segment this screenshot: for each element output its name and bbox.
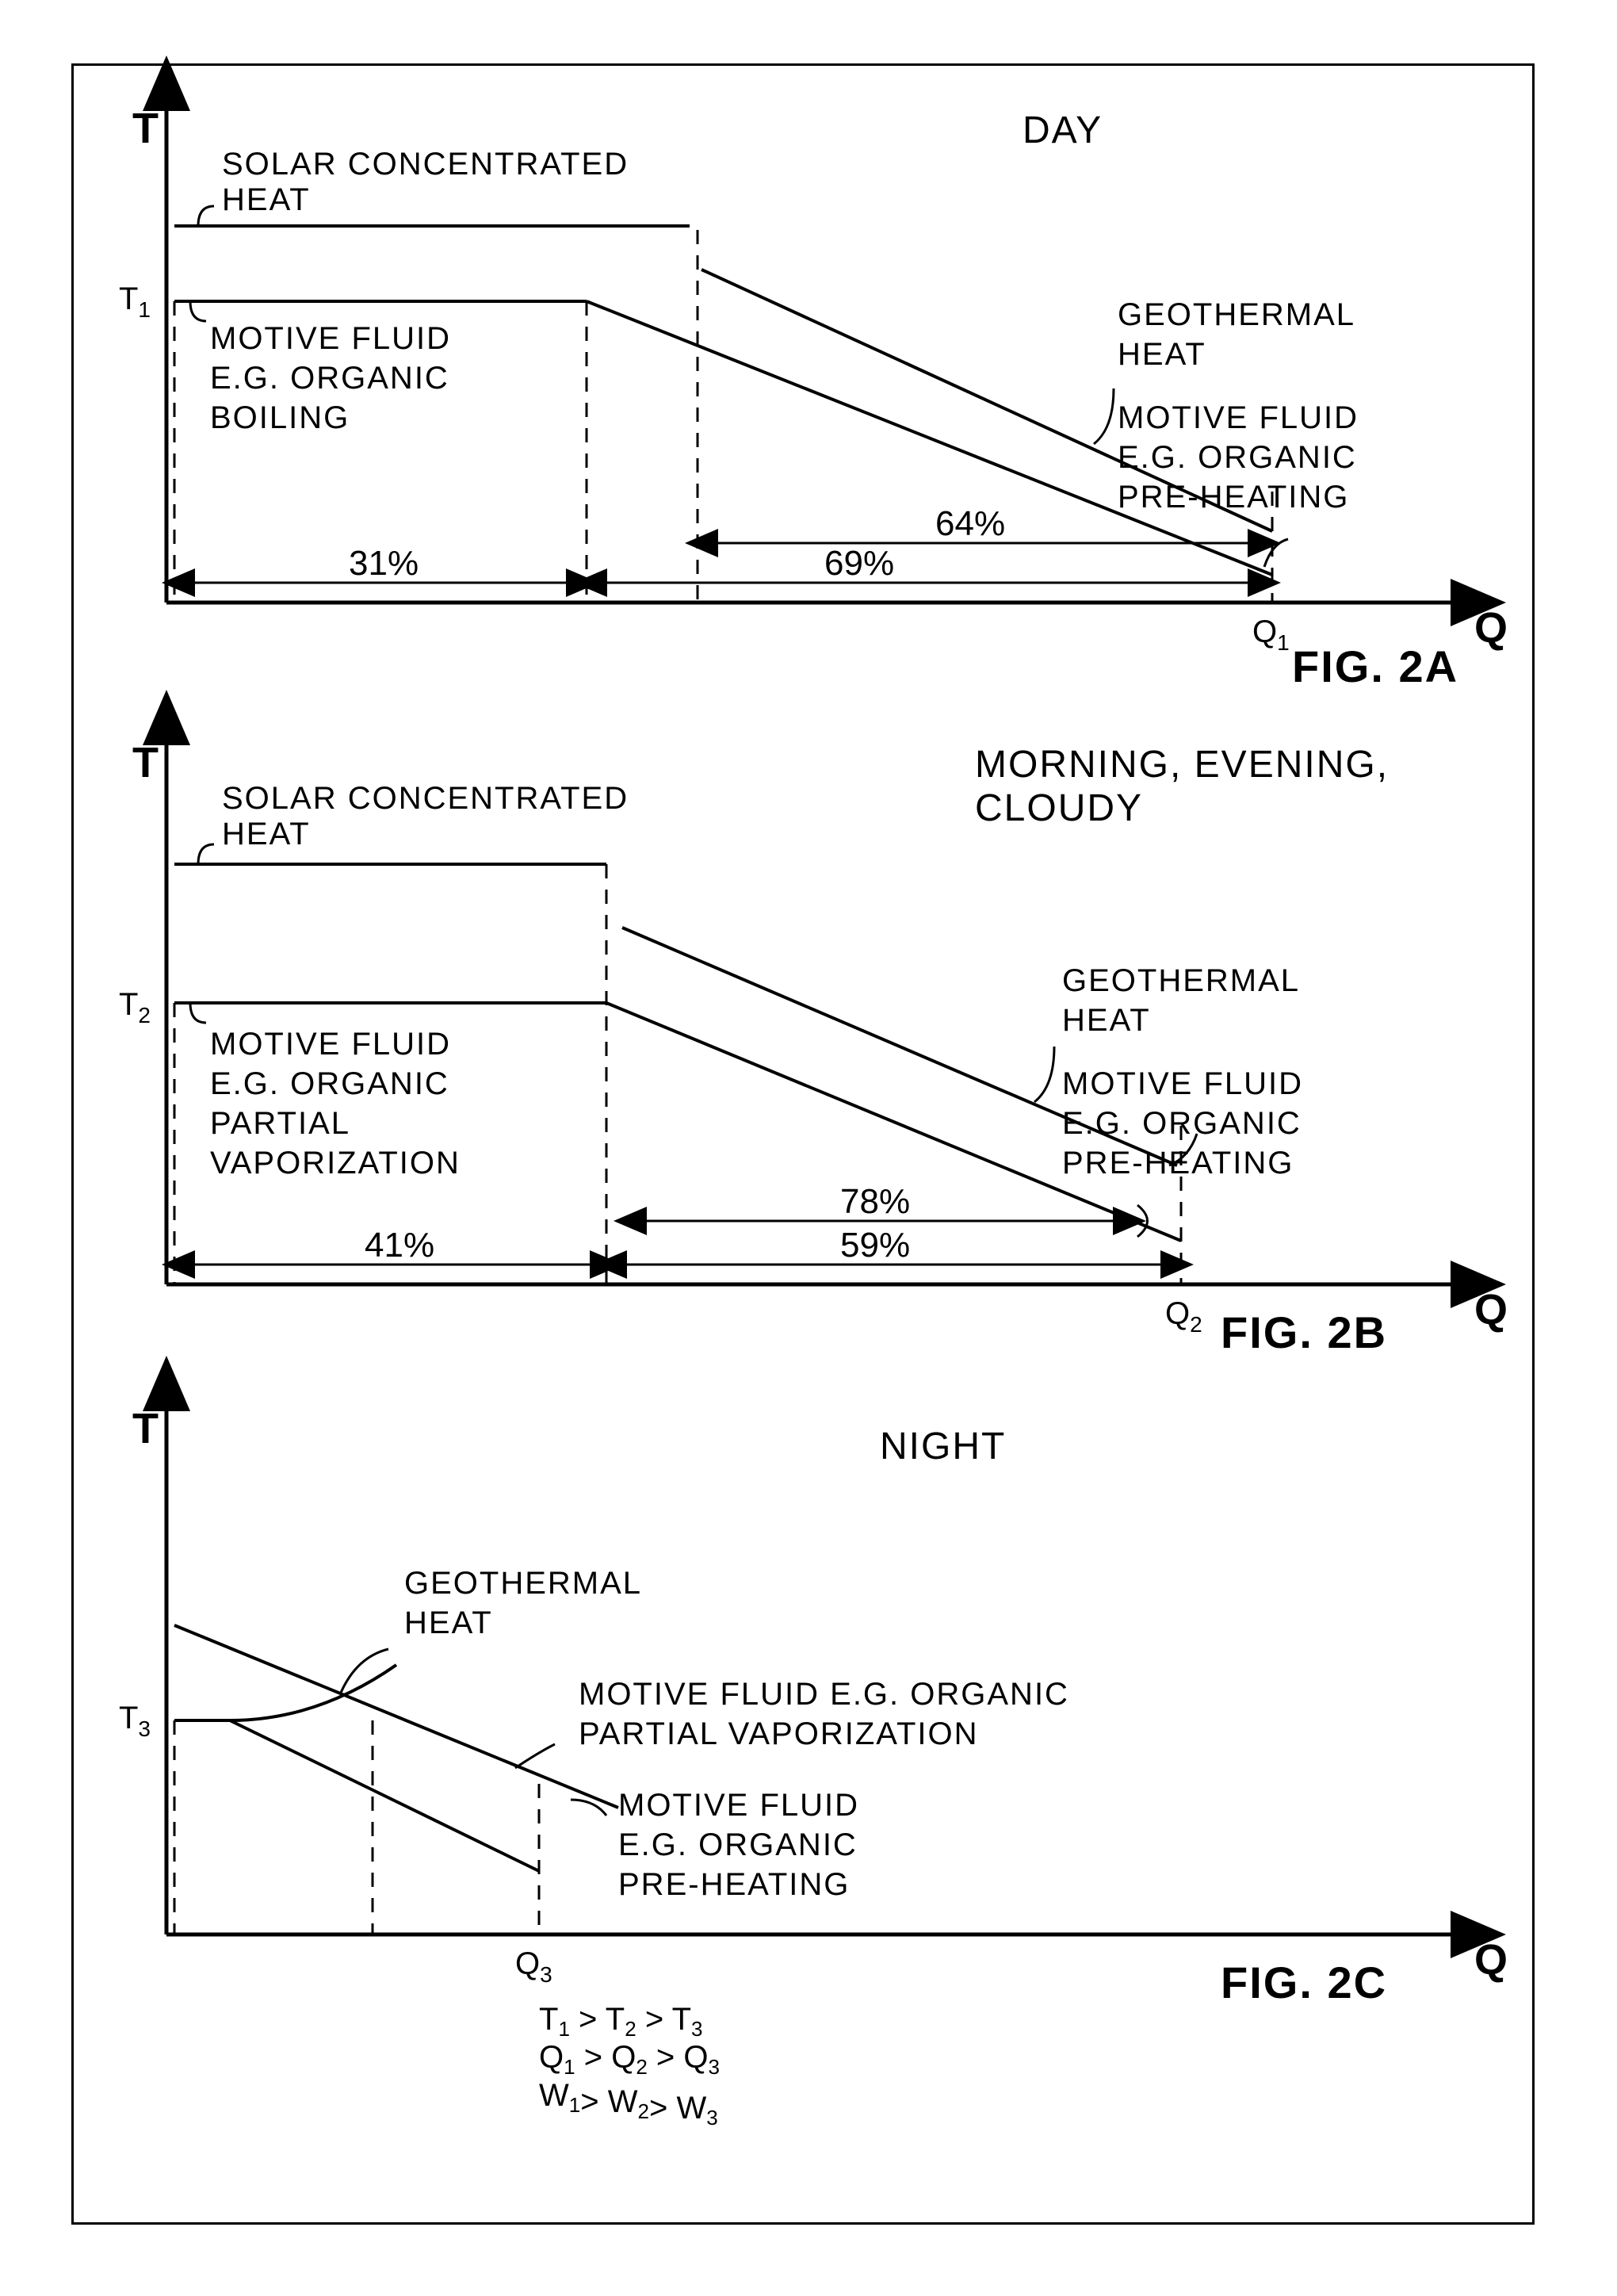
outer-border	[71, 63, 1535, 2225]
page-root: T Q T1 DAY SOLAR CONCENTRATED HEAT MOTIV…	[32, 32, 1585, 2264]
